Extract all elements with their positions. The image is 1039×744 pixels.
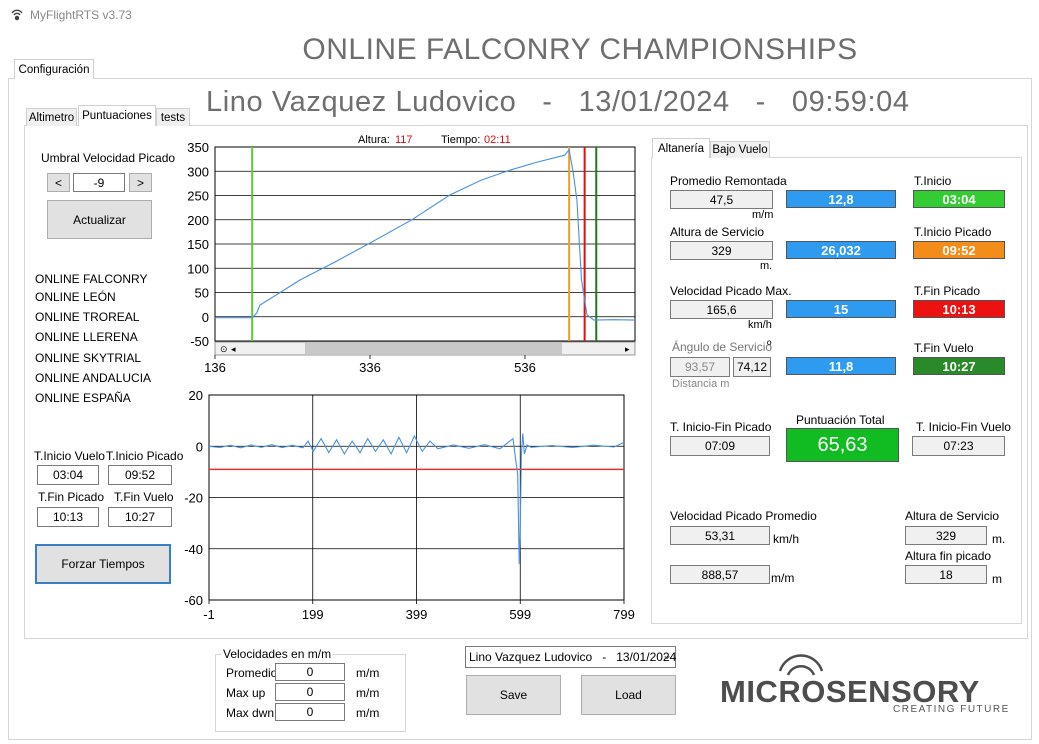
competition-item[interactable]: ONLINE TROREAL [35,310,140,324]
logo-name: MICROSENSORY [720,674,980,709]
time-label: T.Fin Vuelo [914,341,974,355]
stat-label: Velocidad Picado Promedio [670,509,817,523]
stat-value: 329 [670,241,773,260]
dropdown-arrow: ⌄ [662,648,673,662]
logo-tagline: CREATING FUTURE [893,704,1010,715]
stat-value: 93,57 [670,357,730,377]
stat-score: 12,8 [786,190,896,208]
tab-bajo-vuelo[interactable]: Bajo Vuelo [710,141,770,158]
time-input[interactable]: 10:13 [37,507,99,527]
time-input[interactable]: 03:04 [37,465,99,485]
save-button[interactable]: Save [466,675,561,715]
tab-altaneria[interactable]: Altanería [652,138,710,158]
stat-score: 26,032 [786,241,896,259]
degree-symbol: º [767,338,772,352]
header-title: ONLINE FALCONRY CHAMPIONSHIPS [302,33,858,66]
speed-label: Max dwn [226,706,275,720]
total-label: Puntuación Total [796,413,885,427]
update-button[interactable]: Actualizar [47,200,152,239]
total-value: 65,63 [786,428,899,462]
competition-item[interactable]: ONLINE FALCONRY [35,272,148,286]
stat-value: 165,6 [670,300,773,319]
speeds-title: Velocidades en m/m [221,647,334,661]
time-label: T.Fin Picado [914,284,981,298]
stat-score: 15 [786,300,896,318]
stat-value: 329 [905,526,987,545]
speed-input[interactable]: 0 [275,683,345,701]
tab-puntuaciones[interactable]: Puntuaciones [78,105,156,126]
time-label: T.Inicio [914,174,952,188]
stat-unit: km/h [773,532,800,546]
stat-value: 07:09 [670,436,770,456]
threshold-label: Umbral Velocidad Picado [41,151,176,165]
header-subtitle: Lino Vazquez Ludovico - 13/01/2024 - 09:… [206,86,910,118]
time-value: 10:13 [913,300,1005,318]
time-label: T.Fin Vuelo [114,490,174,504]
stat-value: 18 [905,565,987,584]
time-input[interactable]: 09:52 [108,465,172,485]
stat-label: T. Inicio-Fin Vuelo [916,420,1011,434]
increment-button[interactable]: > [129,173,152,192]
time-label: T.Inicio Picado [914,225,992,239]
stat-unit: km/h [748,319,772,331]
tab-altimetro[interactable]: Altimetro [26,108,77,126]
time-input[interactable]: 10:27 [108,507,172,527]
speed-unit: m/m [356,666,380,680]
tab-tests[interactable]: tests [156,108,190,126]
stat-unit: m/m [752,209,774,221]
time-label: T.Fin Picado [38,490,105,504]
force-times-button[interactable]: Forzar Tiempos [35,544,171,584]
window-title: MyFlightRTS v3.73 [30,8,132,22]
stat-unit: m. [992,532,1006,546]
competition-item[interactable]: ONLINE SKYTRIAL [35,351,142,365]
score-panel [651,157,1022,624]
stat-label: Altura fin picado [905,549,992,563]
stat-score: 11,8 [786,357,896,375]
content-panel [24,125,1028,639]
speed-input[interactable]: 0 [275,703,345,721]
time-value: 09:52 [913,241,1005,259]
stat-label: Promedio Remontada [670,174,787,188]
stat-unit: m. [760,260,773,272]
stat-unit: m/m [771,571,795,585]
time-value: 03:04 [913,190,1005,208]
distance-value: 74,12 [733,357,771,377]
stat-value: 07:23 [912,436,1005,456]
stat-label: Altura de Servicio [905,509,1000,523]
pilot-select[interactable]: Lino Vazquez Ludovico - 13/01/2024 [465,646,676,668]
app-icon [11,9,23,21]
speed-label: Max up [226,686,266,700]
stat-unit: m [992,572,1002,586]
stat-label: Altura de Servicio [670,225,765,239]
threshold-input[interactable]: -9 [73,173,125,192]
speed-label: Promedio [226,666,278,680]
time-label: T.Inicio Vuelo [34,449,105,463]
stat-label: Ángulo de Servicio [672,340,773,354]
stat-value: 888,57 [670,565,770,584]
stat-label: T. Inicio-Fin Picado [670,420,772,434]
stat-value: 53,31 [670,526,770,545]
competition-item[interactable]: ONLINE LLERENA [35,330,138,344]
load-button[interactable]: Load [581,675,676,715]
decrement-button[interactable]: < [47,173,70,192]
stat-label: Velocidad Picado Max. [670,284,792,298]
competition-item[interactable]: ONLINE ANDALUCIA [35,371,152,385]
speed-input[interactable]: 0 [275,663,345,681]
stat-value: 47,5 [670,190,773,209]
time-value: 10:27 [913,357,1005,375]
tab-configuracion[interactable]: Configuración [14,59,94,79]
competition-item[interactable]: ONLINE ESPAÑA [35,391,131,405]
speed-unit: m/m [356,706,380,720]
speed-unit: m/m [356,686,380,700]
time-label: T.Inicio Picado [106,449,184,463]
competition-item[interactable]: ONLINE LEÓN [35,290,116,304]
stat-note: Distancia m [672,378,730,390]
